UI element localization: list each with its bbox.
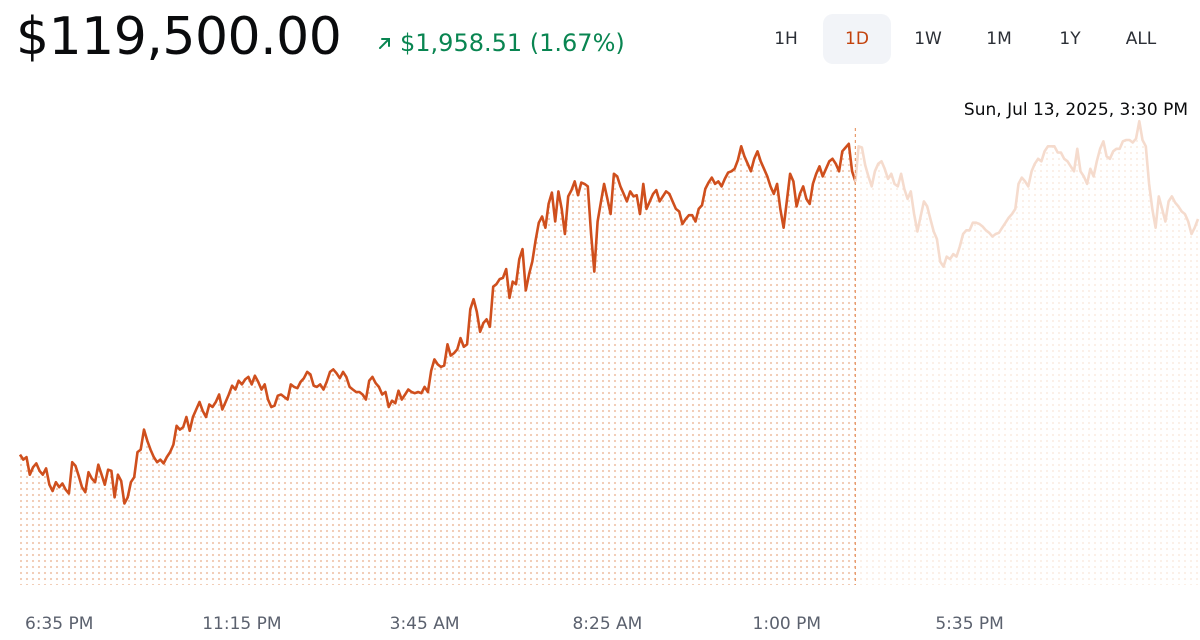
range-tab-1m[interactable]: 1M (986, 29, 1012, 49)
x-tick-label: 8:25 AM (572, 614, 642, 634)
range-tab-1h[interactable]: 1H (774, 29, 798, 49)
arrow-up-right-icon (379, 38, 390, 49)
price-change-value: $1,958.51 (1.67%) (400, 29, 625, 57)
price-line-after-hover (854, 119, 1200, 268)
x-tick-label: 1:00 PM (753, 614, 822, 634)
hover-timestamp: Sun, Jul 13, 2025, 3:30 PM (963, 100, 1188, 120)
x-tick-label: 3:45 AM (390, 614, 460, 634)
x-tick-label: 6:35 PM (25, 614, 94, 634)
x-tick-label: 5:35 PM (935, 614, 1004, 634)
range-tab-1d[interactable]: 1D (823, 14, 891, 64)
price-change: $1,958.51 (1.67%) (376, 27, 625, 59)
time-range-selector: 1H 1D 1W 1M 1Y ALL (752, 14, 1178, 64)
x-tick-label: 11:15 PM (202, 614, 281, 634)
price-area-fill-after-hover (855, 121, 1198, 585)
range-tab-1w[interactable]: 1W (914, 29, 942, 49)
range-tab-1y[interactable]: 1Y (1059, 29, 1081, 49)
current-price: $119,500.00 (16, 7, 342, 67)
range-tab-all[interactable]: ALL (1125, 29, 1157, 49)
price-line (18, 142, 857, 505)
